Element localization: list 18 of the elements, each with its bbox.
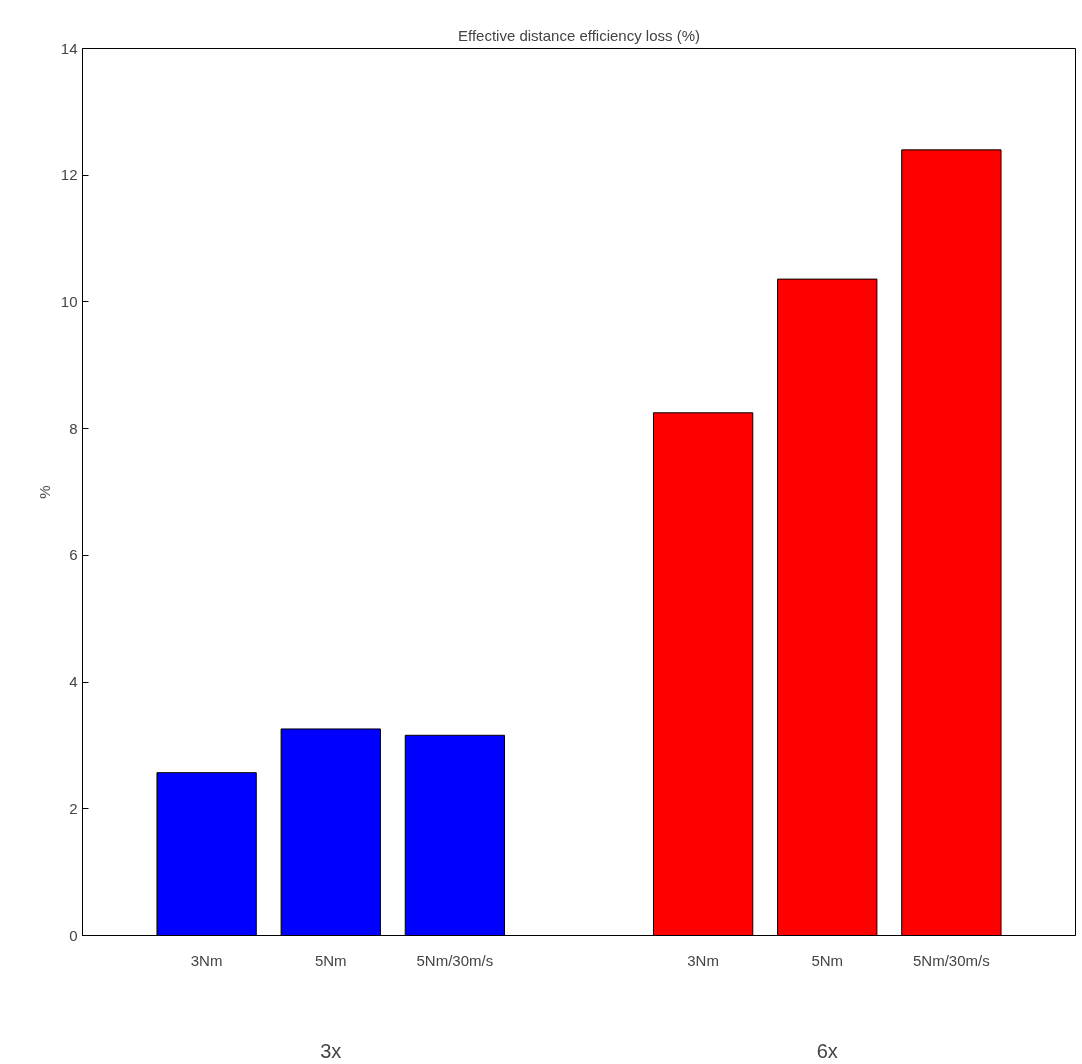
x-tick-label: 5Nm xyxy=(811,951,844,969)
y-tick-label: 6 xyxy=(69,546,78,564)
y-axis-title: % xyxy=(35,485,53,499)
x-tick-label: 5Nm/30m/s xyxy=(416,951,494,969)
chart-title: Effective distance efficiency loss (%) xyxy=(457,26,701,44)
text: 3x xyxy=(320,1039,342,1062)
text: 6x xyxy=(816,1039,838,1062)
y-tick-label: 12 xyxy=(60,166,78,184)
y-tick-label: 2 xyxy=(69,799,78,817)
x-tick-label: 3Nm xyxy=(687,951,719,969)
x-tick-label: 5Nm xyxy=(314,951,347,969)
y-tick-label: 8 xyxy=(69,419,78,437)
y-tick-label: 10 xyxy=(60,292,78,310)
x-tick-label: 3Nm xyxy=(190,951,223,969)
y-tick-label: 0 xyxy=(69,926,78,944)
y-tick-label: 4 xyxy=(69,673,78,691)
y-tick-label: 14 xyxy=(60,39,78,57)
x-tick-label: 5Nm/30m/s xyxy=(913,951,990,969)
